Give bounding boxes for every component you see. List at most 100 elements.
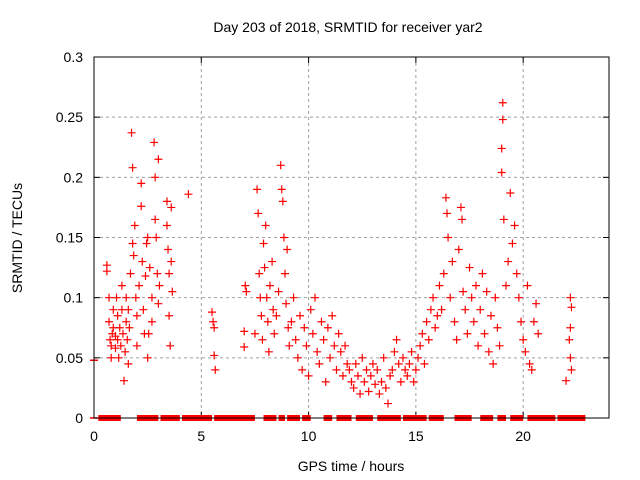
data-point bbox=[124, 305, 133, 314]
data-point bbox=[529, 317, 538, 326]
grid-lines bbox=[94, 57, 609, 418]
data-point bbox=[304, 371, 313, 380]
data-point bbox=[567, 365, 576, 374]
data-point bbox=[338, 371, 347, 380]
data-point bbox=[132, 311, 141, 320]
data-point bbox=[349, 383, 358, 392]
data-point bbox=[523, 281, 532, 290]
data-point bbox=[242, 287, 251, 296]
data-point bbox=[469, 317, 478, 326]
data-point bbox=[437, 305, 446, 314]
data-point bbox=[418, 329, 427, 338]
data-point bbox=[269, 305, 278, 314]
data-point bbox=[444, 233, 453, 242]
data-points bbox=[90, 98, 586, 421]
data-point bbox=[326, 353, 335, 362]
data-point bbox=[165, 269, 174, 278]
data-point bbox=[495, 341, 504, 350]
data-point bbox=[129, 251, 138, 260]
data-point bbox=[362, 365, 371, 374]
data-point bbox=[262, 293, 271, 302]
data-point bbox=[401, 365, 410, 374]
data-point bbox=[279, 233, 288, 242]
data-point bbox=[504, 257, 513, 266]
data-point bbox=[137, 202, 146, 211]
data-point bbox=[302, 341, 311, 350]
data-point bbox=[138, 257, 147, 266]
data-point bbox=[150, 138, 159, 147]
data-point bbox=[139, 305, 148, 314]
data-point bbox=[499, 215, 508, 224]
y-tick-label: 0.15 bbox=[56, 230, 83, 246]
data-point bbox=[130, 221, 139, 230]
data-point bbox=[164, 245, 173, 254]
data-point bbox=[534, 329, 543, 338]
data-point bbox=[285, 341, 294, 350]
data-point bbox=[407, 347, 416, 356]
data-point bbox=[366, 371, 375, 380]
data-point bbox=[141, 272, 150, 281]
data-point bbox=[151, 215, 160, 224]
data-point bbox=[521, 347, 530, 356]
data-point bbox=[519, 335, 528, 344]
data-point bbox=[463, 329, 472, 338]
data-point bbox=[123, 335, 132, 344]
data-point bbox=[486, 311, 495, 320]
data-point bbox=[268, 257, 277, 266]
data-point bbox=[517, 317, 526, 326]
data-point bbox=[211, 365, 220, 374]
data-point bbox=[109, 305, 118, 314]
data-point bbox=[353, 371, 362, 380]
chart-title: Day 203 of 2018, SRMTID for receiver yar… bbox=[213, 19, 482, 35]
data-point bbox=[319, 335, 328, 344]
data-point bbox=[459, 287, 468, 296]
x-tick-label: 15 bbox=[408, 428, 424, 444]
plot-frame bbox=[93, 56, 610, 419]
data-point bbox=[259, 239, 268, 248]
data-point bbox=[154, 299, 163, 308]
data-point bbox=[498, 98, 507, 107]
data-point bbox=[498, 115, 507, 124]
data-point bbox=[439, 269, 448, 278]
data-point bbox=[306, 305, 315, 314]
data-point bbox=[375, 389, 384, 398]
data-point bbox=[422, 317, 431, 326]
data-point bbox=[118, 329, 127, 338]
data-point bbox=[258, 335, 267, 344]
data-point bbox=[493, 323, 502, 332]
data-point bbox=[343, 359, 352, 368]
data-point bbox=[405, 359, 414, 368]
data-point bbox=[390, 347, 399, 356]
data-point bbox=[454, 245, 463, 254]
data-point bbox=[144, 329, 153, 338]
y-tick-label: 0.25 bbox=[56, 109, 83, 125]
data-point bbox=[450, 317, 459, 326]
data-point bbox=[328, 311, 337, 320]
y-tick-label: 0.05 bbox=[56, 350, 83, 366]
data-point bbox=[280, 269, 289, 278]
data-point bbox=[435, 281, 444, 290]
data-point bbox=[308, 329, 317, 338]
y-axis-label: SRMTID / TECUs bbox=[9, 183, 25, 293]
data-point bbox=[162, 197, 171, 206]
data-point bbox=[334, 329, 343, 338]
data-point bbox=[420, 359, 429, 368]
data-point bbox=[154, 155, 163, 164]
data-point bbox=[448, 257, 457, 266]
data-point bbox=[272, 311, 281, 320]
data-point bbox=[143, 233, 152, 242]
data-point bbox=[147, 317, 156, 326]
data-point bbox=[471, 281, 480, 290]
data-point bbox=[263, 317, 272, 326]
data-point bbox=[107, 353, 116, 362]
data-point bbox=[478, 269, 487, 278]
data-point bbox=[102, 267, 111, 276]
data-point bbox=[514, 293, 523, 302]
data-point bbox=[433, 311, 442, 320]
data-point bbox=[491, 293, 500, 302]
data-point bbox=[532, 299, 541, 308]
data-point bbox=[241, 281, 250, 290]
data-point bbox=[512, 269, 521, 278]
data-point bbox=[424, 335, 433, 344]
